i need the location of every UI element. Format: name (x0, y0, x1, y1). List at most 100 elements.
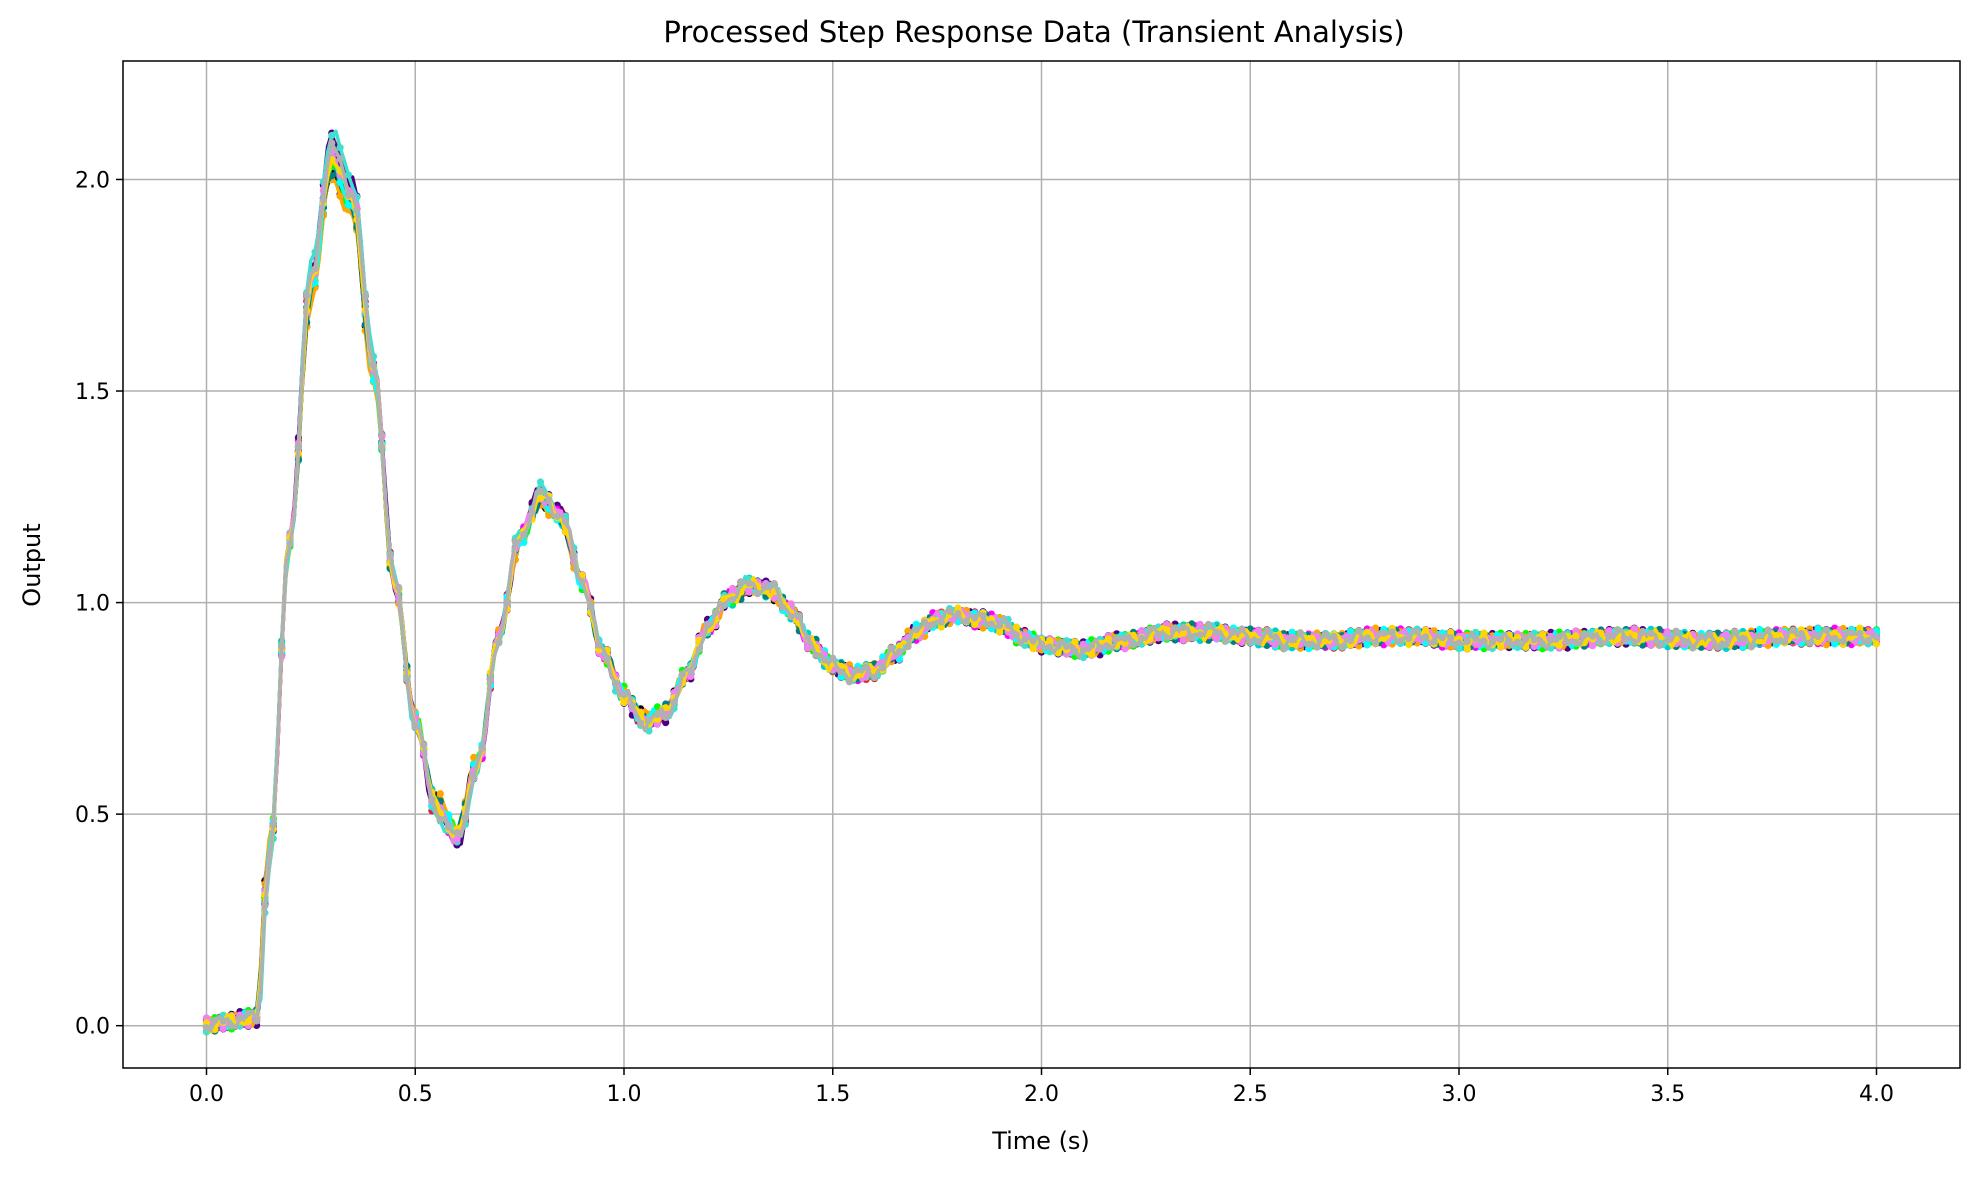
series-point (1121, 645, 1129, 653)
series-point (1363, 641, 1371, 649)
series-point (1296, 629, 1304, 637)
series-point (1305, 635, 1313, 643)
series-point (1179, 629, 1188, 637)
series-point (1772, 637, 1780, 646)
series-point (937, 618, 945, 626)
series-point (695, 645, 703, 654)
series-point (470, 774, 478, 782)
series-point (1113, 634, 1121, 643)
series-point (470, 753, 478, 762)
series-point (687, 667, 695, 675)
series-point (536, 494, 545, 502)
series-point (837, 668, 845, 676)
series-point (1280, 645, 1288, 653)
series-point (1872, 633, 1881, 641)
series-point (428, 795, 436, 804)
series-point (228, 1022, 236, 1030)
series-point (1831, 634, 1839, 643)
series-point (745, 588, 753, 596)
series-point (1346, 627, 1355, 636)
series-point (954, 604, 962, 612)
series-point (244, 1009, 252, 1017)
series-point (1271, 633, 1279, 641)
series-point (1722, 631, 1730, 639)
series-point (336, 192, 344, 200)
series-point (453, 835, 461, 844)
series-point (1822, 626, 1830, 634)
series-point (553, 512, 561, 520)
series-point (1472, 635, 1480, 643)
series-point (1547, 636, 1555, 644)
series-point (1705, 643, 1714, 651)
series-point (1012, 623, 1021, 631)
tick-layer: 0.0 0.5 1.0 1.5 2.0 2.5 3.0 3.5 4.0 0.0 0.5 1.0 1.5 2… (75, 168, 1894, 1107)
series-point (895, 648, 904, 656)
series-point (1171, 624, 1179, 632)
series-point (912, 626, 920, 634)
series-point (1622, 635, 1630, 643)
series-point (912, 620, 920, 629)
series-point (1488, 638, 1496, 646)
series-point (971, 621, 979, 629)
series-point (1338, 643, 1346, 651)
series-point (1088, 650, 1096, 659)
series-point (804, 634, 812, 642)
series-point (503, 598, 511, 606)
series-point (1630, 631, 1638, 639)
series-point (1288, 636, 1296, 644)
series-point (1079, 646, 1087, 654)
series-point (1864, 637, 1872, 645)
series-point (1572, 627, 1580, 635)
series-point (929, 621, 937, 629)
series-point (1138, 634, 1146, 643)
series-point (653, 710, 662, 719)
series-point (1255, 638, 1263, 646)
series-point (570, 552, 578, 560)
series-point (1088, 641, 1096, 650)
series-point (1012, 631, 1021, 639)
series-point (1371, 638, 1380, 647)
y-tick-label: 1.5 (75, 380, 110, 405)
series-point (436, 790, 444, 798)
series-point (1213, 629, 1221, 637)
series-point (536, 478, 545, 486)
series-point (762, 583, 770, 591)
series-point (1037, 640, 1046, 648)
series-point (1029, 637, 1037, 645)
series-point (728, 584, 737, 593)
series-point (820, 656, 829, 664)
series-point (1146, 625, 1154, 634)
series-point (787, 612, 795, 621)
series-point (1355, 627, 1363, 635)
series-point (1831, 629, 1839, 637)
series-point (311, 265, 319, 273)
series-point (770, 580, 778, 588)
series-point (720, 601, 728, 609)
series-point (1046, 643, 1054, 651)
series-point (612, 679, 620, 687)
series-point (1079, 640, 1087, 649)
series-point (1639, 627, 1647, 636)
series-point (779, 603, 787, 612)
series-point (1589, 632, 1597, 640)
series-point (344, 191, 352, 199)
x-tick-label: 1.0 (607, 1082, 642, 1107)
series-point (1255, 626, 1263, 635)
series-15 (202, 139, 1881, 1033)
series-point (1438, 634, 1446, 642)
series-point (1522, 643, 1530, 652)
series-point (1756, 632, 1764, 640)
series-point (620, 699, 628, 707)
series-point (336, 179, 344, 187)
series-point (1388, 628, 1396, 636)
series-point (662, 713, 670, 722)
series-point (653, 720, 662, 728)
series-point (228, 1012, 236, 1021)
series-point (829, 654, 837, 662)
series-point (1689, 644, 1697, 652)
series-point (1138, 627, 1146, 635)
series-point (1814, 632, 1822, 641)
series-point (1589, 642, 1597, 650)
series-point (1664, 636, 1672, 644)
